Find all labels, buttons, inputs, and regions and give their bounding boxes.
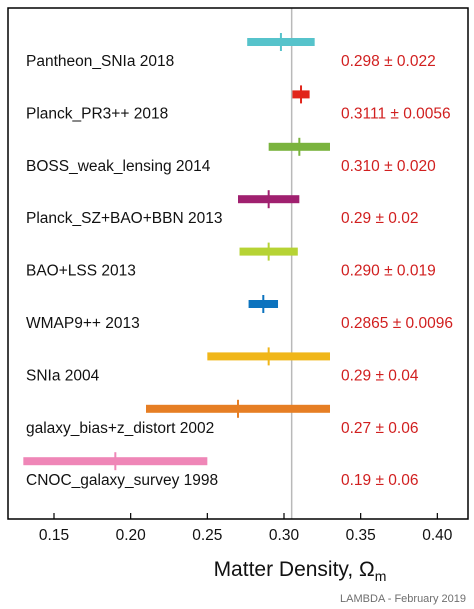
row-value: 0.310 ± 0.020 — [341, 158, 436, 175]
row-label: SNIa 2004 — [26, 367, 100, 384]
row-label: BAO+LSS 2013 — [26, 263, 136, 280]
x-tick-label: 0.20 — [116, 527, 147, 544]
row-label: Planck_PR3++ 2018 — [26, 105, 168, 122]
row-value: 0.29 ± 0.04 — [341, 367, 419, 384]
rows-layer: Pantheon_SNIa 2018 0.298 ± 0.022 Planck_PR… — [23, 33, 453, 489]
measurement-row: BOSS_weak_lensing 2014 0.310 ± 0.020 — [26, 137, 436, 175]
row-value: 0.29 ± 0.02 — [341, 210, 418, 227]
measurement-row: galaxy_bias+z_distort 2002 0.27 ± 0.06 — [26, 399, 418, 437]
row-label: BOSS_weak_lensing 2014 — [26, 158, 211, 175]
measurement-row: WMAP9++ 2013 0.2865 ± 0.0096 — [26, 295, 453, 332]
row-label: CNOC_galaxy_survey 1998 — [26, 472, 218, 489]
measurement-row: BAO+LSS 2013 0.290 ± 0.019 — [26, 242, 436, 280]
row-value: 0.2865 ± 0.0096 — [341, 315, 453, 332]
measurement-row: Pantheon_SNIa 2018 0.298 ± 0.022 — [26, 33, 436, 70]
row-value: 0.298 ± 0.022 — [341, 53, 436, 70]
measurement-row: CNOC_galaxy_survey 1998 0.19 ± 0.06 — [23, 452, 418, 489]
x-axis-label: Matter Density, Ωm — [214, 558, 387, 584]
row-label: WMAP9++ 2013 — [26, 315, 140, 332]
measurement-row: SNIa 2004 0.29 ± 0.04 — [26, 347, 419, 384]
row-value: 0.19 ± 0.06 — [341, 472, 418, 489]
row-value: 0.3111 ± 0.0056 — [341, 105, 451, 122]
row-value: 0.290 ± 0.019 — [341, 263, 436, 280]
row-value: 0.27 ± 0.06 — [341, 420, 418, 437]
row-label: Planck_SZ+BAO+BBN 2013 — [26, 210, 222, 227]
x-tick-label: 0.30 — [269, 527, 300, 544]
x-tick-label: 0.35 — [346, 527, 376, 544]
row-label: Pantheon_SNIa 2018 — [26, 53, 174, 70]
x-tick-label: 0.25 — [192, 527, 222, 544]
x-axis: 0.15 0.20 0.25 0.30 0.35 0.40 — [39, 513, 453, 544]
row-label: galaxy_bias+z_distort 2002 — [26, 420, 214, 437]
x-tick-label: 0.40 — [422, 527, 453, 544]
measurement-row: Planck_SZ+BAO+BBN 2013 0.29 ± 0.02 — [26, 190, 418, 227]
plot-frame — [7, 7, 469, 520]
measurement-row: Planck_PR3++ 2018 0.3111 ± 0.0056 — [26, 85, 451, 122]
x-tick-label: 0.15 — [39, 527, 69, 544]
credit-text: LAMBDA - February 2019 — [340, 593, 466, 605]
x-axis-label-subscript: m — [375, 568, 387, 584]
x-axis-label-main: Matter Density, Ω — [214, 558, 375, 581]
